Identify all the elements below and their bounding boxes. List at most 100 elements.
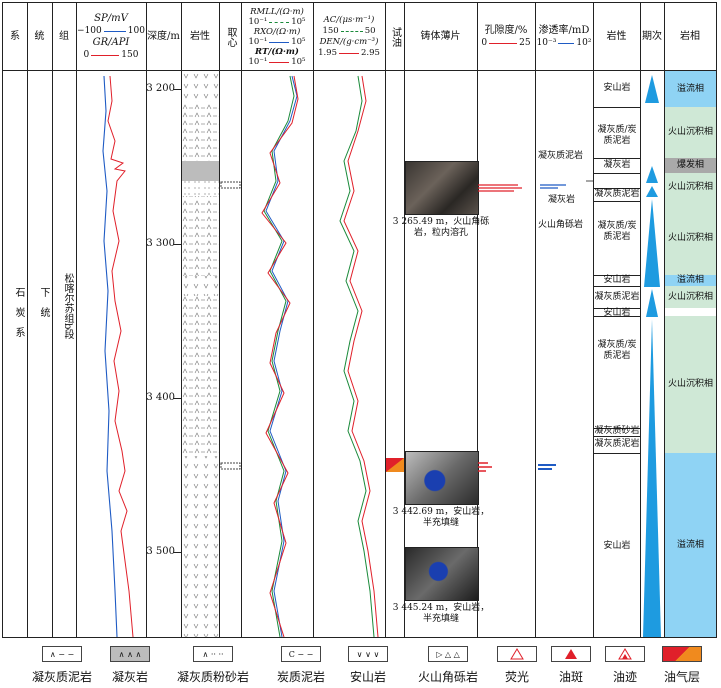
col-divider xyxy=(664,3,665,637)
ac-curve xyxy=(339,75,375,637)
legend-swatch: ∧ − − xyxy=(42,646,82,662)
facies-volcanic-sed: 火山沉积相 xyxy=(665,173,716,201)
legend-oil-trace: 油迹 xyxy=(600,646,650,685)
header-facies: 岩相 xyxy=(680,31,700,42)
layer-divider xyxy=(594,107,640,108)
layer-andesite: 安山岩 xyxy=(603,308,631,318)
legend-oil-gas-layer: 油气层 xyxy=(654,646,710,685)
porosity-track xyxy=(478,184,522,472)
legend-volcanic-breccia: ▷ △ △ 火山角砾岩 xyxy=(408,646,488,685)
col-divider xyxy=(385,3,386,637)
layer-divider xyxy=(594,436,640,437)
lithology-column xyxy=(182,71,219,637)
col-divider xyxy=(640,3,641,637)
layer-divider xyxy=(594,453,640,454)
header-system: 系 xyxy=(10,31,20,42)
legend-swatch xyxy=(662,646,702,662)
col-divider xyxy=(313,3,314,637)
layer-divider xyxy=(594,286,640,287)
rt-max: 10⁵ xyxy=(291,57,306,67)
header-formation: 组 xyxy=(59,31,69,42)
log-panel: 系 统 组 SP/mV −100 100 GR/API 0 150 深度/m 岩… xyxy=(2,2,717,638)
col-divider xyxy=(241,3,242,637)
callout-tuff-mudstone: 凝灰质泥岩 xyxy=(538,151,584,161)
legend-carb-mudstone: C − − 炭质泥岩 xyxy=(266,646,336,685)
stage-triangle xyxy=(646,289,658,317)
stage-triangle xyxy=(646,186,658,197)
layer-divider xyxy=(594,201,640,202)
ac-min: 150 xyxy=(322,26,339,36)
ac-max: 50 xyxy=(364,26,376,36)
header-thin-section: 铸体薄片 xyxy=(420,31,461,42)
col-divider xyxy=(181,3,182,637)
thin-section-photo-1 xyxy=(405,161,479,215)
facies-effusive: 溢流相 xyxy=(665,71,716,107)
col-divider xyxy=(477,3,478,637)
facies-explosive: 爆发相 xyxy=(665,158,716,173)
legend-swatch: C − − xyxy=(281,646,321,662)
perm-min: 10⁻³ xyxy=(536,38,557,48)
layer-divider xyxy=(594,158,640,159)
oil-spot-icon xyxy=(565,649,577,659)
thin-section-caption-3: 3 445.24 m，安山岩，半充填缝 xyxy=(392,603,490,624)
layer-divider xyxy=(594,173,640,174)
legend-andesite: ∨ ∨ ∨ 安山岩 xyxy=(338,646,398,685)
legend-label: 油迹 xyxy=(612,670,637,684)
layer-tuff-mud: 凝灰质泥岩 xyxy=(594,439,640,449)
layer-andesite: 安山岩 xyxy=(603,83,631,93)
rt-swatch xyxy=(269,61,290,63)
legend-tuff-siltstone: ∧ ·· ·· 凝灰质粉砂岩 xyxy=(168,646,258,685)
col-divider xyxy=(76,3,77,637)
depth-tick xyxy=(173,89,181,90)
facies-volcanic-sed: 火山沉积相 xyxy=(665,201,716,275)
legend-swatch: ∧ ∧ ∧ xyxy=(110,646,150,662)
legend-label: 火山角砾岩 xyxy=(417,670,478,684)
rmll-swatch xyxy=(269,21,290,23)
rxo-swatch xyxy=(269,41,290,43)
layer-divider xyxy=(594,275,640,276)
col-divider xyxy=(219,3,220,637)
perm-max: 10² xyxy=(576,38,592,48)
sp-line-swatch xyxy=(103,30,126,32)
col-divider xyxy=(535,3,536,637)
header-ac-den: AC/(μs·m⁻¹) 150 50 DEN/(g·cm⁻³) 1.95 2.95 xyxy=(313,3,385,71)
layer-tuff-carb-mud: 凝灰质/炭质泥岩 xyxy=(597,340,637,361)
thin-section-photo-3 xyxy=(405,547,479,601)
series-cell: 下统 xyxy=(38,287,49,327)
col-divider xyxy=(593,3,594,637)
formation-cell: 松喀尔苏组b段 xyxy=(62,273,73,340)
legend-tuff-mudstone: ∧ − − 凝灰质泥岩 xyxy=(22,646,102,685)
den-max: 2.95 xyxy=(361,48,380,58)
depth-tick xyxy=(173,552,181,553)
callout-breccia: 火山角砾岩 xyxy=(538,220,584,230)
stage-column xyxy=(643,75,661,637)
rxo-min: 10⁻¹ xyxy=(248,37,268,47)
porosity-min: 0 xyxy=(481,38,488,48)
header-lithology2: 岩性 xyxy=(606,31,627,42)
rmll-min: 10⁻¹ xyxy=(248,17,268,27)
den-label: DEN/(g·cm⁻³) xyxy=(319,37,379,47)
depth-tick xyxy=(173,398,181,399)
col-divider xyxy=(27,3,28,637)
depth-tick xyxy=(173,244,181,245)
legend-swatch: ∧ ·· ·· xyxy=(193,646,233,662)
layer-divider xyxy=(594,308,640,309)
resistivity-track xyxy=(261,75,299,637)
thin-section-caption-2: 3 442.69 m，安山岩，半充填缝 xyxy=(392,507,490,528)
stage-triangle xyxy=(646,166,658,183)
porosity-max: 25 xyxy=(519,38,531,48)
legend-oil-spot: 油斑 xyxy=(546,646,596,685)
legend-label: 凝灰质粉砂岩 xyxy=(176,670,249,684)
legend-fluorescence: 荧光 xyxy=(492,646,542,685)
ac-swatch xyxy=(340,31,363,32)
layer-tuff-carb-mud: 凝灰质/炭质泥岩 xyxy=(597,125,637,146)
layer-tuff: 凝灰岩 xyxy=(603,160,631,170)
gr-scale-min: 0 xyxy=(83,50,90,60)
facies-volcanic-sed: 火山沉积相 xyxy=(665,107,716,158)
legend-swatch xyxy=(605,646,645,662)
depth-tick-label: 3 200 xyxy=(146,83,175,94)
legend-label: 炭质泥岩 xyxy=(276,670,325,684)
rt-label: RT/(Ω·m) xyxy=(255,47,299,57)
rmll-max: 10⁵ xyxy=(291,17,306,27)
rxo-max: 10⁵ xyxy=(291,37,306,47)
